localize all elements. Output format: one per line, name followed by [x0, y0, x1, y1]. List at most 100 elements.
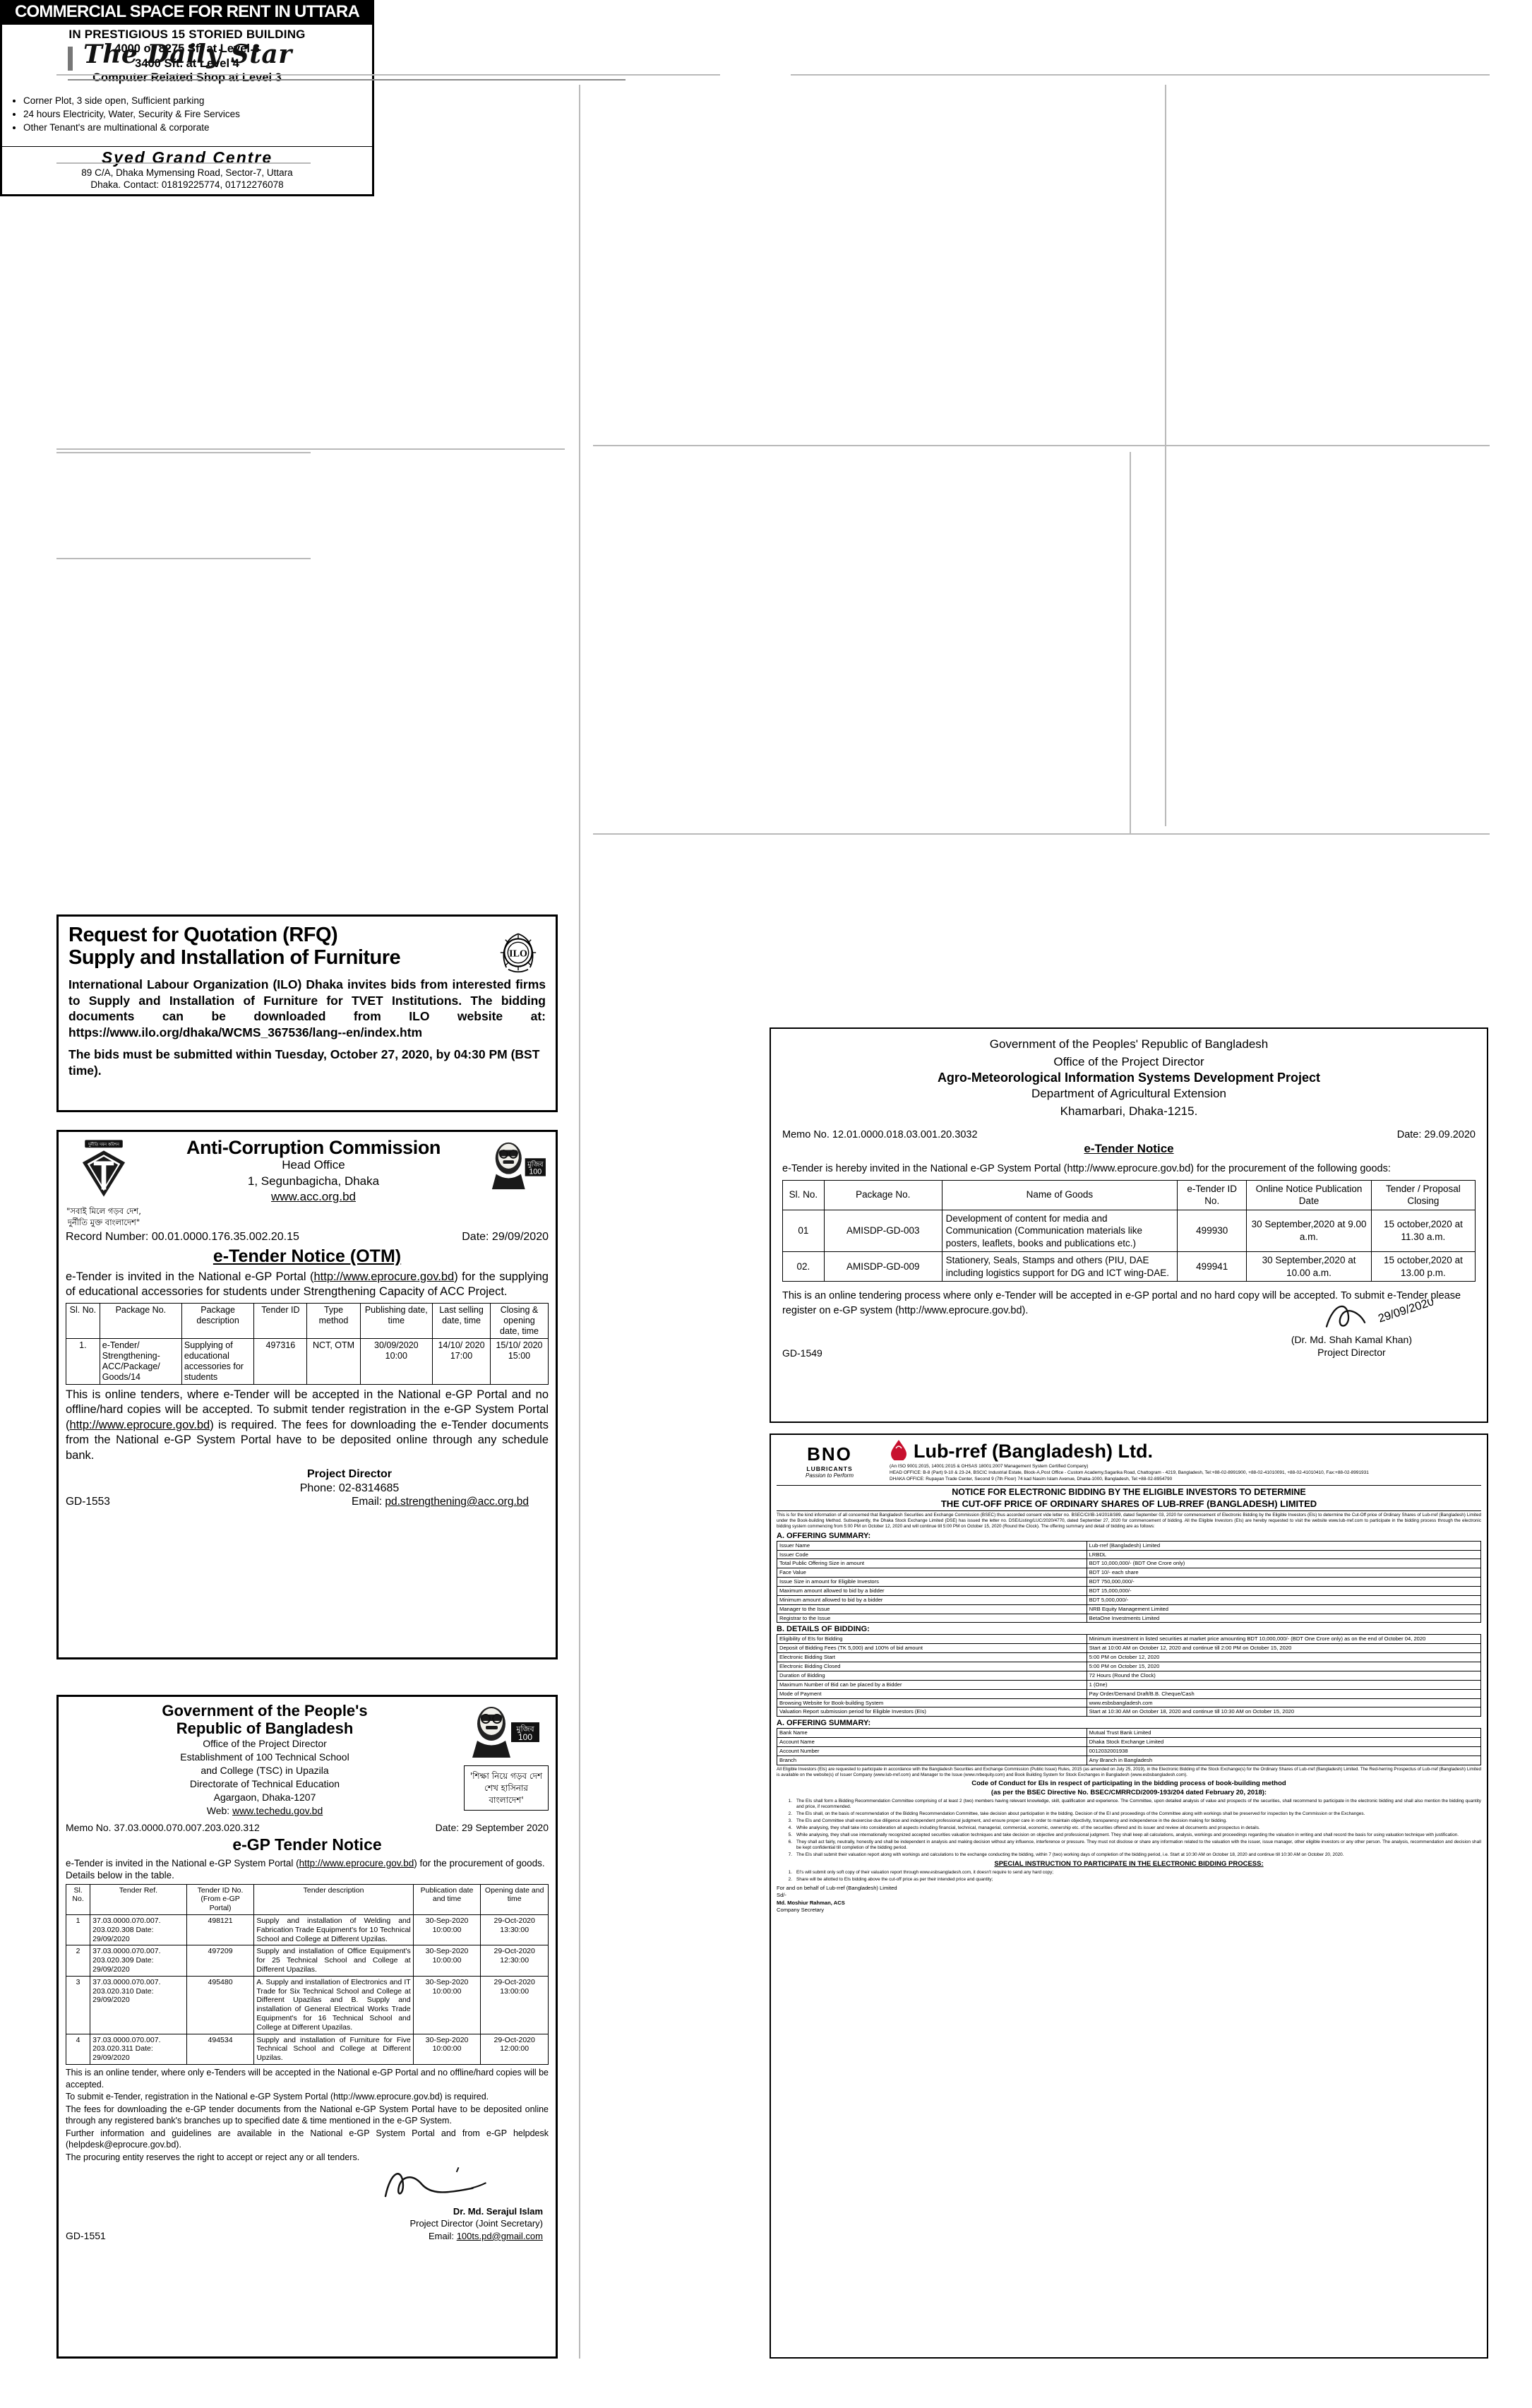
acc-website-link[interactable]: www.acc.org.bd: [271, 1190, 356, 1204]
oil-drop-icon: [890, 1439, 908, 1464]
dte-th-4: Publication date and time: [412, 1883, 481, 1916]
agro-r1-c4: 30 September,2020 at 10.00 a.m.: [1246, 1251, 1372, 1282]
bid-v-4: 72 Hours (Round the Clock): [1086, 1670, 1482, 1681]
acc-gd-number: GD-1553: [66, 1496, 110, 1508]
divider-rule: [593, 833, 1490, 835]
dte-r3-c4: 30-Sep-2020 10:00:00: [412, 2033, 481, 2066]
table-row: 02. AMISDP-GD-009 Stationery, Seals, Sta…: [782, 1251, 1476, 1282]
acc-intro-url[interactable]: http://www.eprocure.gov.bd: [313, 1270, 455, 1284]
dte-r3-c1: 37.03.0000.070.007. 203.020.311 Date: 29…: [90, 2033, 187, 2066]
dte-r3-c3: Supply and installation of Furniture for…: [253, 2033, 414, 2066]
uttara-space-line1: 4000 or 8275 Sft at Level 8: [114, 42, 260, 55]
ilo-url[interactable]: https://www.ilo.org/dhaka/WCMS_367536/la…: [68, 1025, 423, 1040]
table-row: 1 37.03.0000.070.007. 203.020.308 Date: …: [65, 1914, 549, 1946]
bid-v-3: 5:00 PM on October 15, 2020: [1086, 1662, 1482, 1671]
agro-th-2: Name of Goods: [941, 1179, 1178, 1210]
lubrref-company-cert: (An ISO 9001:2015, 14001:2015 & OHSAS 18…: [890, 1464, 1089, 1469]
dte-web-link[interactable]: www.techedu.gov.bd: [232, 1804, 323, 1816]
list-item: 24 hours Electricity, Water, Security & …: [23, 108, 366, 121]
dte-r1-c0: 2: [65, 1945, 91, 1977]
dte-r0-c2: 498121: [186, 1914, 255, 1946]
dte-r1-c3: Supply and installation of Office Equipm…: [253, 1945, 414, 1977]
dte-slogan-box: 'শিক্ষা নিয়ে গড়ব দেশ শেখ হাসিনার বাংলা…: [464, 1765, 549, 1811]
ilo-title-line1: Request for Quotation (RFQ): [68, 924, 338, 946]
acc-subtitle-office: Head Office: [282, 1158, 345, 1172]
special-item-0: EI's will submit only soft copy of their…: [796, 1870, 1054, 1876]
off-k-6: Minimum amount allowed to bid by a bidde…: [777, 1595, 1087, 1605]
lubrref-preamble: This is for the kind information of all …: [777, 1513, 1481, 1529]
acc-motto-line1: "সবাই মিলে গড়ব দেশ,: [66, 1206, 141, 1216]
bid-v-0: Minimum investment in listed securities …: [1086, 1634, 1482, 1645]
dte-sub-0: Office of the Project Director: [203, 1738, 327, 1750]
bno-tagline: Passion to Perform: [805, 1472, 854, 1479]
agro-r1-c3: 499941: [1177, 1251, 1247, 1282]
agro-intro: e-Tender is hereby invited in the Nation…: [782, 1162, 1391, 1174]
dte-signature-mark: [66, 2164, 549, 2206]
dte-note-1: To submit e-Tender, registration in the …: [66, 2092, 489, 2102]
off-v-3: BDT 10/- each share: [1086, 1568, 1482, 1578]
off-k-1: Issuer Code: [777, 1549, 1087, 1560]
dte-sub-1: Establishment of 100 Technical School: [180, 1751, 349, 1763]
dte-email-label: Email:: [428, 2230, 455, 2241]
dte-intro-url[interactable]: http://www.eprocure.gov.bd: [299, 1857, 414, 1868]
dte-slogan-line2: শেখ হাসিনার বাংলাদেশ': [484, 1782, 529, 1805]
table-row: 2 37.03.0000.070.007. 203.020.309 Date: …: [65, 1945, 549, 1977]
lubrref-section-b-heading: B. DETAILS OF BIDDING:: [777, 1625, 870, 1634]
code-item-1: The EIs shall, on the basis of recommend…: [796, 1811, 1365, 1817]
dte-th-1: Tender Ref.: [90, 1883, 187, 1916]
svg-text:মুজিব: মুজিব: [515, 1724, 534, 1734]
bid-k-1: Deposit of Bidding Fees (TK 5,000) and 1…: [777, 1643, 1087, 1654]
ilo-emblem-icon: ILO: [493, 928, 543, 977]
dte-tender-table: Sl. No. Tender Ref. Tender ID No. (From …: [65, 1883, 549, 2066]
table-row: Registrar to the Issue BetaOne Investment…: [777, 1613, 1482, 1623]
mujib-borsho-logo: মুজিব 100: [485, 1138, 549, 1196]
acc-note-url[interactable]: http://www.eprocure.gov.bd: [69, 1418, 210, 1431]
off-v-2: BDT 10,000,000/- (BDT One Crore only): [1086, 1558, 1482, 1569]
ilo-deadline: The bids must be submitted within Tuesda…: [68, 1047, 540, 1078]
dte-r0-c4: 30-Sep-2020 10:00:00: [412, 1914, 481, 1946]
acc-th-3: Tender ID: [253, 1302, 308, 1339]
off-v-1: LRBDL: [1086, 1549, 1482, 1560]
dte-r1-c1: 37.03.0000.070.007. 203.020.309 Date: 29…: [90, 1945, 187, 1977]
list-item: 1. The EIs shall form a Bidding Recommend…: [788, 1799, 1481, 1810]
dte-th-3: Tender description: [253, 1883, 414, 1916]
acc-signer-title: Project Director: [306, 1468, 393, 1481]
agro-r0-c3: 499930: [1177, 1209, 1247, 1253]
acc-td-4: NCT, OTM: [306, 1337, 361, 1385]
list-item: 1. EI's will submit only soft copy of the…: [788, 1870, 1054, 1876]
dte-email[interactable]: 100ts.pd@gmail.com: [456, 2230, 543, 2241]
lubrref-sd: Sd/-: [777, 1892, 786, 1899]
divider-rule: [593, 445, 1490, 446]
acc-td-1: e-Tender/ Strengthening-ACC/Package/ Goo…: [99, 1337, 182, 1385]
lubrref-company-name: Lub-rref (Bangladesh) Ltd.: [914, 1441, 1153, 1462]
table-header-row: Sl. No. Package No. Package description …: [66, 1302, 549, 1339]
acc-td-7: 15/10/ 2020 15:00: [489, 1337, 549, 1385]
bank-v-2: 0012032001938: [1086, 1746, 1482, 1756]
agro-r1-c0: 02.: [782, 1251, 825, 1282]
masthead-bar: [68, 47, 73, 71]
bid-v-7[interactable]: www.esbsbangladesh.com: [1086, 1698, 1482, 1708]
table-row: Valuation Report submission period for E…: [777, 1707, 1482, 1717]
ad-directorate-technical-education: Government of the People's Republic of B…: [56, 1695, 558, 2359]
uttara-headline: COMMERCIAL SPACE FOR RENT IN UTTARA: [0, 0, 374, 25]
acc-date: Date: 29/09/2020: [462, 1231, 549, 1244]
masthead-rule: [68, 79, 626, 81]
table-row: Total Public Offering Size in amount BDT …: [777, 1558, 1482, 1569]
table-row: Account Name Dhaka Stock Exchange Limited: [777, 1737, 1482, 1747]
off-k-2: Total Public Offering Size in amount: [777, 1558, 1087, 1569]
bno-logo: BNO LUBRICANTS Passion to Perform: [777, 1443, 882, 1479]
column-divider: [579, 85, 580, 2359]
dte-note-4: The procuring entity reserves the right …: [66, 2152, 360, 2162]
dte-heading: e-GP Tender Notice: [232, 1835, 382, 1854]
uttara-contact-line[interactable]: Dhaka. Contact: 01819225774, 01712276078: [90, 179, 284, 190]
agro-th-4: Online Notice Publication Date: [1246, 1179, 1372, 1210]
table-header-row: Sl. No. Tender Ref. Tender ID No. (From …: [65, 1883, 549, 1916]
acc-email[interactable]: pd.strengthening@acc.org.bd: [385, 1496, 529, 1508]
lubrref-offering-table: Issuer Name Lub-rref (Bangladesh) Limited…: [777, 1540, 1482, 1623]
acc-td-0: 1.: [66, 1337, 100, 1385]
bank-v-0: Mutual Trust Bank Limited: [1086, 1728, 1482, 1739]
acc-td-3: 497316: [253, 1337, 308, 1385]
table-row: Electronic Bidding Closed 5:00 PM on Octo…: [777, 1662, 1482, 1671]
bank-k-3: Branch: [777, 1755, 1087, 1765]
table-row: Browsing Website for Book-building Syste…: [777, 1698, 1482, 1708]
